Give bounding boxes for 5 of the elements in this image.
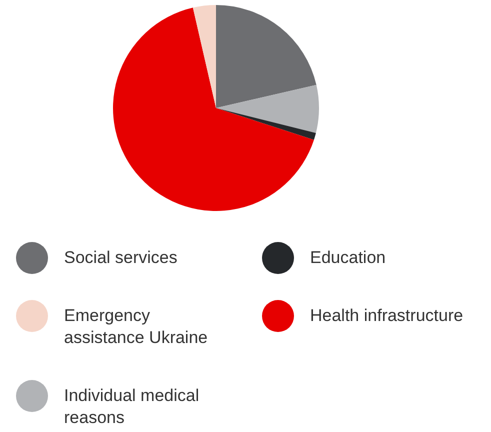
legend-label: Health infrastructure bbox=[310, 305, 464, 327]
legend-label: Education bbox=[310, 247, 387, 269]
legend-label: Social services bbox=[64, 247, 178, 269]
legend-label: Emergency assistance Ukraine bbox=[64, 305, 209, 349]
legend-label: Individual medical reasons bbox=[64, 385, 200, 429]
